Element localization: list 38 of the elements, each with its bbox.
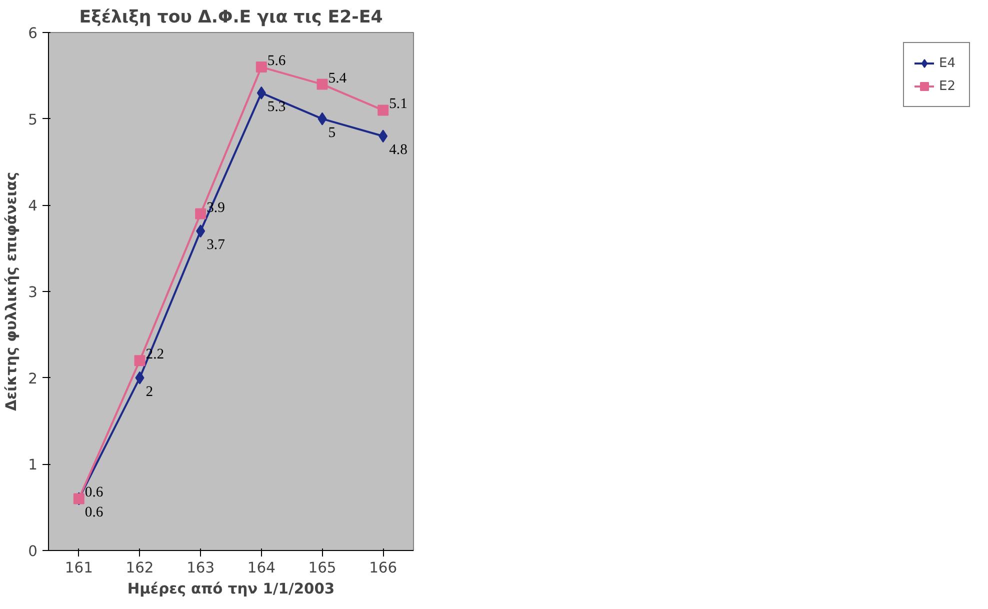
legend-label: E4: [939, 56, 956, 70]
x-tick-label: 161: [64, 560, 93, 576]
data-label: 5.3: [267, 98, 286, 115]
data-label: 5.4: [328, 70, 348, 86]
y-tick-label: 1: [28, 456, 38, 474]
point: [378, 104, 389, 116]
point: [256, 62, 267, 73]
y-tick-label: 6: [28, 25, 38, 42]
x-tick-label: 164: [247, 560, 276, 576]
point: [134, 355, 146, 366]
point: [196, 224, 206, 238]
data-label: 4.8: [389, 142, 408, 158]
data-label: 5.6: [267, 53, 286, 70]
point: [256, 86, 266, 100]
chart-title: Εξέλιξη του Δ.Φ.Ε για τις Ε2-Ε4: [79, 8, 383, 28]
point: [316, 78, 328, 90]
point: [135, 371, 144, 384]
y-tick-label: 3: [28, 284, 38, 301]
x-tick-label: 163: [186, 560, 215, 576]
x-tick-label: 162: [126, 560, 154, 576]
data-label: 0.6: [84, 484, 104, 501]
y-tick-label: 4: [28, 198, 38, 215]
y-tick-label: 2: [28, 370, 38, 388]
y-tick-label: 0: [28, 543, 38, 560]
data-label: 0.6: [84, 504, 104, 521]
data-label: 3.7: [206, 237, 225, 254]
data-label: 5: [328, 124, 336, 141]
legend-label: E2: [939, 78, 956, 94]
y-axis-title: Δείκτης φυλλικής επιφάνειας: [3, 172, 20, 412]
x-axis-title: Ημέρες από την 1/1/2003: [127, 580, 335, 598]
y-tick-label: 5: [28, 111, 38, 128]
point: [195, 208, 206, 220]
data-label: 5.1: [389, 96, 408, 112]
x-tick-label: 165: [308, 560, 336, 576]
x-tick-label: 166: [369, 560, 398, 576]
point: [378, 130, 388, 143]
point: [318, 112, 327, 126]
data-label: 2: [146, 384, 154, 400]
